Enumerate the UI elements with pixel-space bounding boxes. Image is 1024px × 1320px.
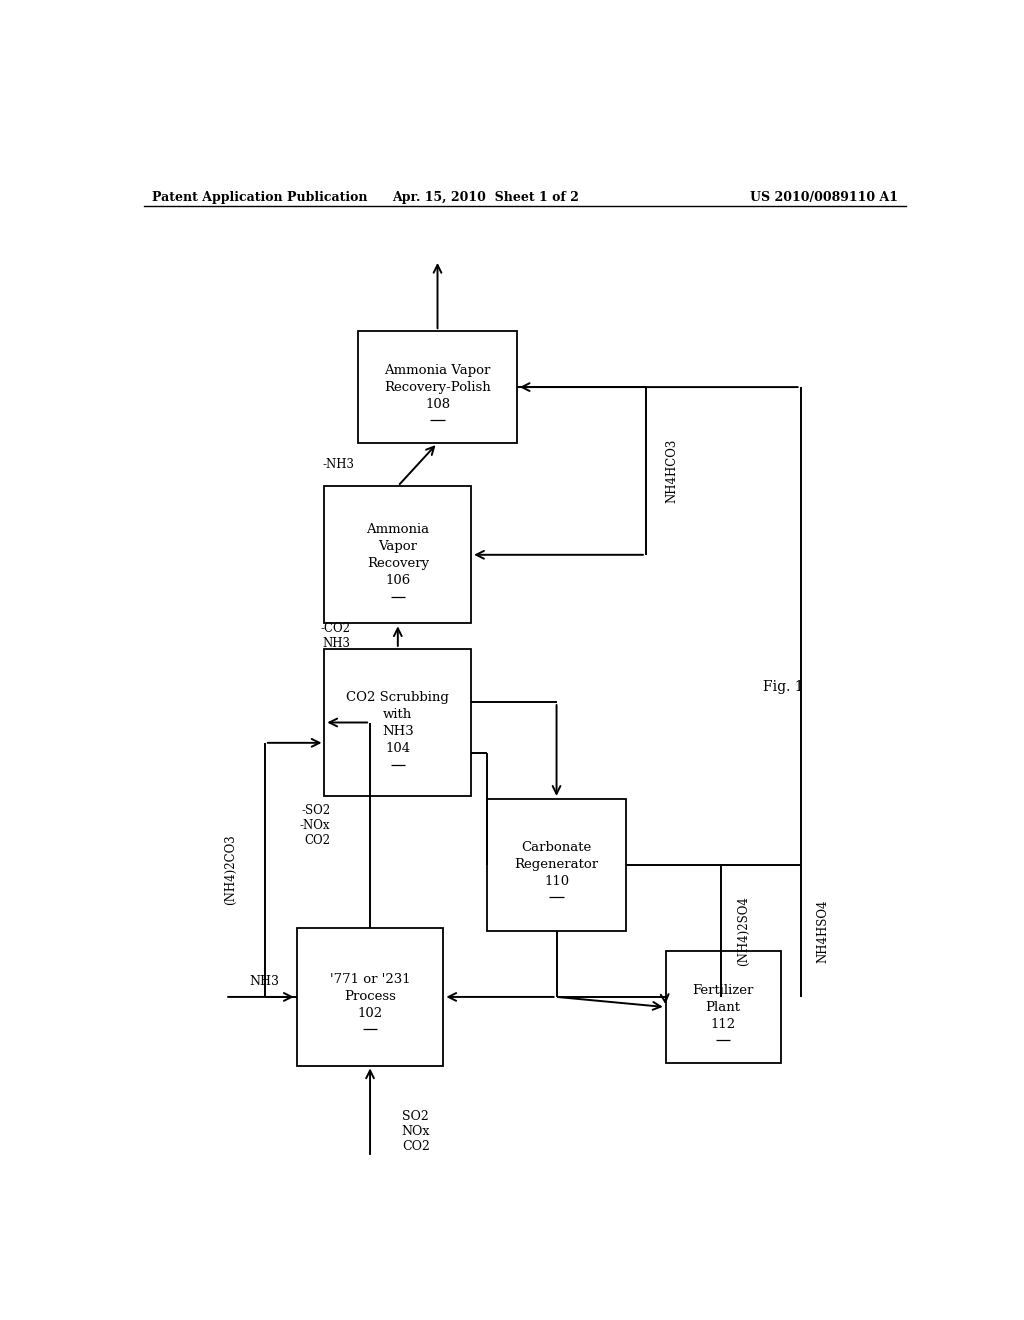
- Text: -CO2
NH3: -CO2 NH3: [321, 622, 350, 651]
- Text: Patent Application Publication: Patent Application Publication: [152, 190, 368, 203]
- Text: Fertilizer
Plant
112: Fertilizer Plant 112: [692, 983, 754, 1031]
- Bar: [325, 649, 471, 796]
- Text: (NH4)2SO4: (NH4)2SO4: [737, 896, 751, 966]
- Text: US 2010/0089110 A1: US 2010/0089110 A1: [750, 190, 898, 203]
- Text: NH4HSO4: NH4HSO4: [816, 899, 829, 962]
- Bar: [666, 952, 780, 1063]
- Text: '771 or '231
Process
102: '771 or '231 Process 102: [330, 973, 411, 1020]
- Text: Ammonia
Vapor
Recovery
106: Ammonia Vapor Recovery 106: [367, 523, 429, 587]
- Bar: [358, 331, 517, 444]
- Text: Apr. 15, 2010  Sheet 1 of 2: Apr. 15, 2010 Sheet 1 of 2: [392, 190, 579, 203]
- Text: -SO2
-NOx
CO2: -SO2 -NOx CO2: [300, 804, 331, 847]
- Bar: [325, 486, 471, 623]
- Text: NH4HCO3: NH4HCO3: [666, 438, 679, 503]
- Text: Carbonate
Regenerator
110: Carbonate Regenerator 110: [514, 841, 599, 888]
- Text: SO2
NOx
CO2: SO2 NOx CO2: [401, 1110, 430, 1154]
- Bar: [297, 928, 443, 1065]
- Text: NH3: NH3: [249, 975, 279, 989]
- Bar: [487, 799, 626, 931]
- Text: (NH4)2CO3: (NH4)2CO3: [224, 834, 238, 906]
- Text: CO2 Scrubbing
with
NH3
104: CO2 Scrubbing with NH3 104: [346, 690, 450, 755]
- Text: Fig. 1: Fig. 1: [763, 680, 804, 694]
- Text: Ammonia Vapor
Recovery-Polish
108: Ammonia Vapor Recovery-Polish 108: [384, 363, 490, 411]
- Text: -NH3: -NH3: [323, 458, 354, 471]
